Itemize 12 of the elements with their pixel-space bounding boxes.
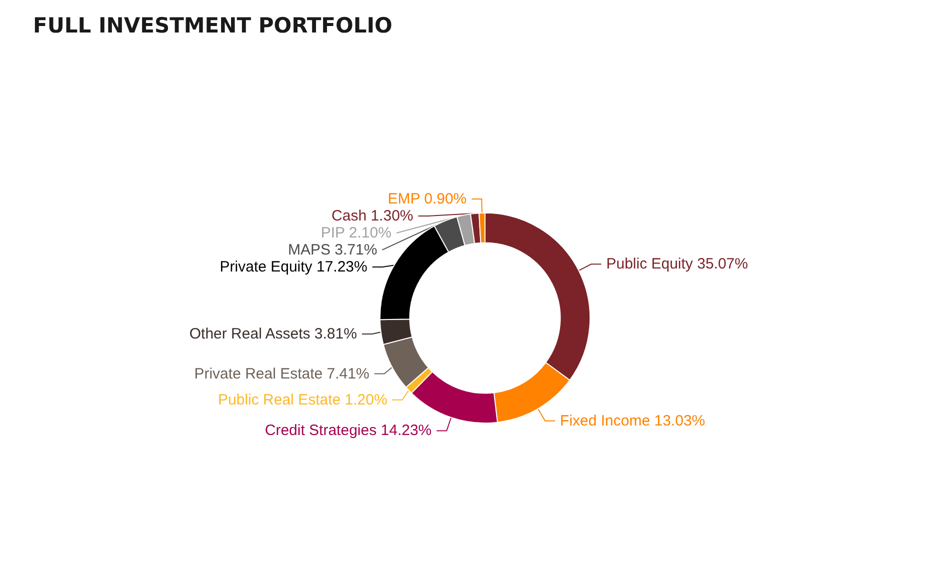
slice-label: PIP 2.10% xyxy=(320,224,392,242)
slice-label: Fixed Income 13.03% xyxy=(560,412,706,430)
slice-label: Public Real Estate 1.20% xyxy=(218,391,388,408)
slice-label: Public Equity 35.07% xyxy=(606,256,748,273)
chart-title: FULL INVESTMENT PORTFOLIO xyxy=(33,14,392,38)
slice-label: Private Real Estate 7.41% xyxy=(194,365,370,382)
slice-label: Credit Strategies 14.23% xyxy=(264,422,432,440)
slice-label: Private Equity 17.23% xyxy=(220,258,368,276)
slice-label: EMP 0.90% xyxy=(388,190,467,208)
slice-label: Other Real Assets 3.81% xyxy=(189,326,357,343)
slice-label: MAPS 3.71% xyxy=(288,241,378,258)
slice-label: Cash 1.30% xyxy=(332,207,414,224)
